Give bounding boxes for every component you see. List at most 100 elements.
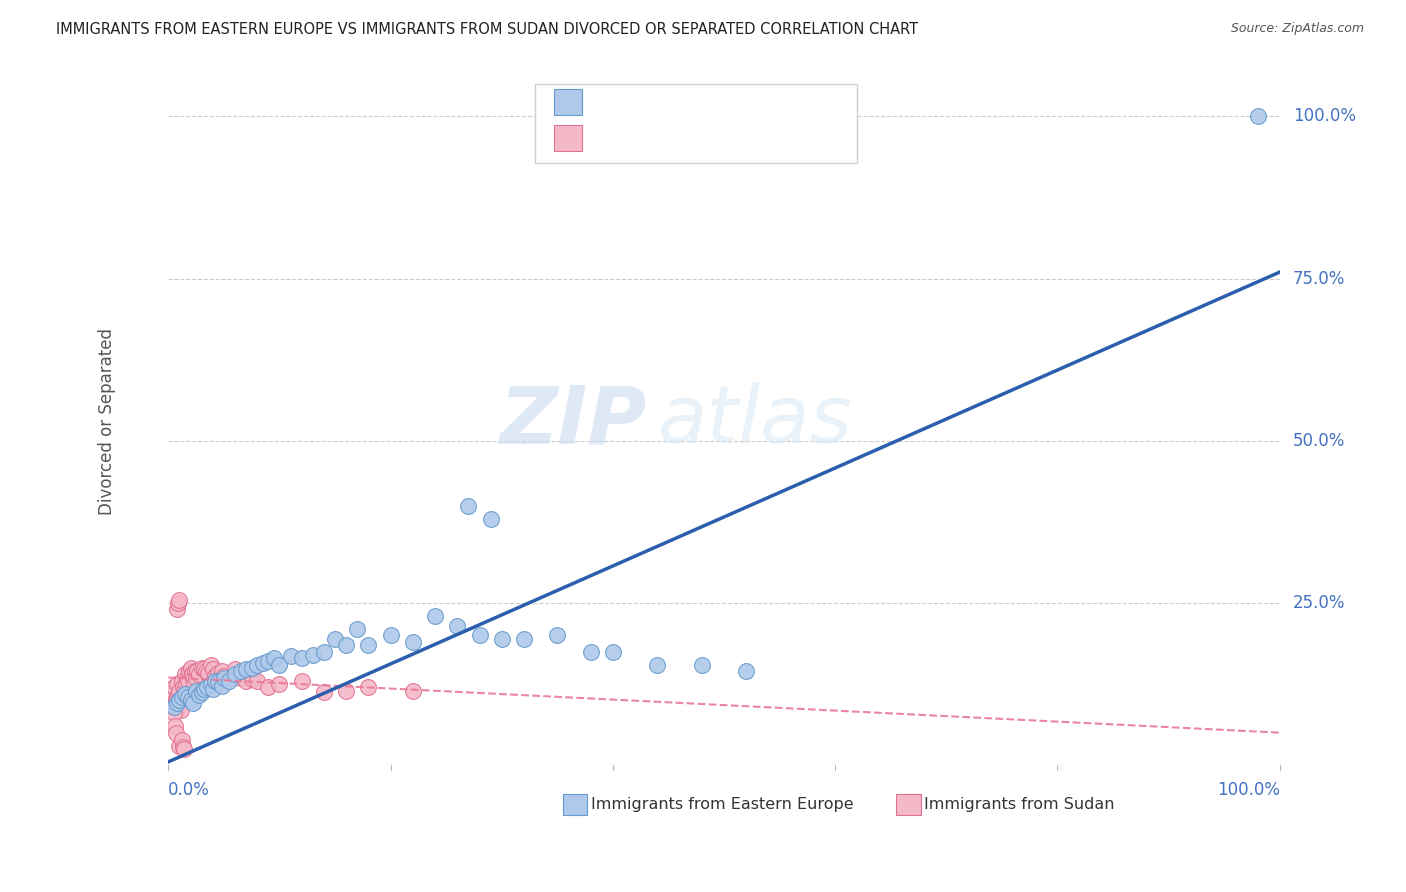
Point (190, 661, 212, 675)
Point (257, 680, 280, 694)
Point (195, 664, 218, 678)
Point (163, 680, 186, 694)
Point (211, 679, 233, 693)
Point (193, 681, 215, 696)
Point (229, 671, 252, 685)
Point (167, 596, 190, 610)
Point (193, 662, 215, 676)
Point (167, 687, 190, 701)
Point (207, 665, 229, 680)
Point (184, 664, 207, 678)
Text: 75.0%: 75.0% (1294, 269, 1346, 287)
Point (180, 661, 202, 675)
Point (184, 683, 207, 698)
Point (163, 697, 186, 711)
Point (211, 664, 233, 678)
Point (269, 657, 291, 672)
Text: 100.0%: 100.0% (1216, 781, 1279, 799)
Point (184, 671, 207, 685)
Point (204, 673, 226, 688)
Point (204, 668, 226, 682)
Point (190, 685, 212, 699)
FancyBboxPatch shape (554, 125, 582, 152)
Point (323, 632, 346, 646)
Point (690, 657, 713, 672)
Point (200, 677, 222, 691)
Point (165, 693, 187, 707)
FancyBboxPatch shape (536, 85, 858, 163)
Point (291, 651, 314, 665)
Point (647, 657, 669, 672)
Point (181, 671, 204, 685)
Point (312, 644, 335, 658)
FancyBboxPatch shape (896, 794, 921, 814)
FancyBboxPatch shape (554, 89, 582, 115)
Text: Divorced or Separated: Divorced or Separated (98, 327, 117, 515)
Point (263, 651, 285, 665)
Point (180, 667, 202, 681)
Point (166, 602, 188, 616)
Text: Immigrants from Sudan: Immigrants from Sudan (924, 797, 1115, 812)
Point (172, 680, 194, 694)
Point (346, 622, 368, 636)
Point (335, 638, 357, 652)
Point (312, 685, 335, 699)
Point (402, 635, 425, 649)
Point (357, 638, 380, 652)
Point (218, 673, 240, 688)
Point (180, 693, 202, 707)
Point (200, 657, 222, 672)
Point (170, 673, 193, 688)
Point (169, 683, 191, 698)
Point (183, 677, 205, 691)
Point (246, 673, 269, 688)
Point (174, 687, 197, 701)
FancyBboxPatch shape (562, 794, 588, 814)
Point (423, 608, 446, 623)
Point (170, 733, 193, 747)
Point (235, 662, 257, 676)
Text: 50.0%: 50.0% (1294, 432, 1346, 450)
Text: Immigrants from Eastern Europe: Immigrants from Eastern Europe (591, 797, 853, 812)
Point (163, 699, 186, 714)
Point (201, 681, 224, 696)
Point (181, 697, 204, 711)
Text: ZIP: ZIP (499, 383, 647, 460)
Text: Source: ZipAtlas.com: Source: ZipAtlas.com (1230, 22, 1364, 36)
Point (188, 667, 211, 681)
Point (229, 664, 252, 678)
Point (163, 706, 186, 721)
Point (491, 632, 513, 646)
Point (188, 688, 211, 702)
Point (173, 742, 195, 756)
Point (246, 657, 269, 672)
Point (174, 667, 197, 681)
Text: 0.0%: 0.0% (169, 781, 209, 799)
Point (170, 690, 193, 704)
Point (201, 662, 224, 676)
Point (402, 683, 425, 698)
Point (224, 667, 246, 681)
Point (212, 671, 235, 685)
Point (169, 739, 191, 753)
Point (357, 680, 380, 694)
Point (169, 693, 191, 707)
Point (169, 703, 191, 717)
Point (240, 661, 263, 675)
Point (280, 649, 302, 664)
Point (179, 664, 201, 678)
Point (186, 664, 208, 678)
Point (169, 592, 191, 607)
Point (446, 618, 468, 632)
Point (163, 719, 186, 733)
Point (579, 644, 602, 658)
Point (235, 673, 257, 688)
Point (335, 683, 357, 698)
Point (176, 671, 198, 685)
Point (169, 699, 191, 714)
Point (257, 654, 280, 668)
Point (173, 683, 195, 698)
Point (166, 677, 188, 691)
Point (546, 628, 568, 642)
Point (207, 675, 229, 690)
